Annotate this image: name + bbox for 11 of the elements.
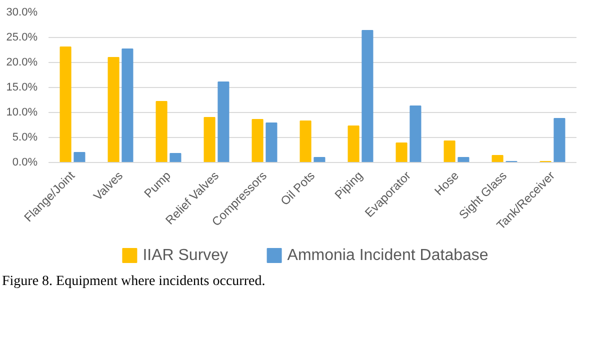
x-tick-label: Oil Pots (278, 168, 318, 208)
y-tick-label: 0.0% (12, 156, 38, 168)
y-tick-label: 5.0% (12, 132, 38, 144)
legend-label: IIAR Survey (142, 247, 228, 264)
y-tick-label: 15.0% (6, 82, 38, 94)
y-tick-label: 25.0% (6, 32, 38, 44)
caption: Figure 8. Equipment where incidents occurred. (2, 273, 266, 291)
y-tick-label: 30.0% (6, 6, 38, 18)
y-tick-label: 20.0% (6, 56, 38, 68)
legend-label: Ammonia Incident Database (287, 247, 488, 264)
y-tick-label: 10.0% (6, 106, 38, 118)
